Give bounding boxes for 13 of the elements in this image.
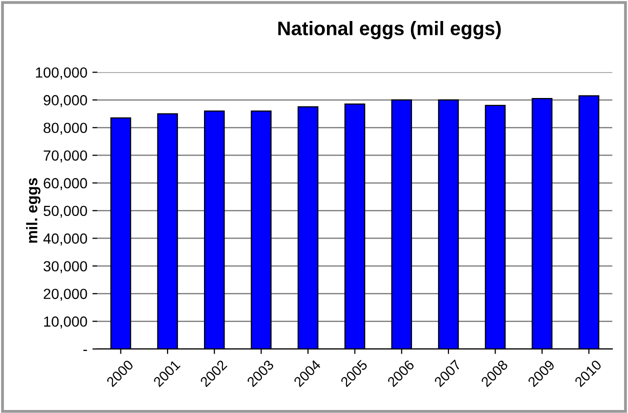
- y-axis-title: mil. eggs: [26, 178, 40, 243]
- y-tick-label: -: [83, 350, 87, 351]
- y-tick-label: 70,000: [44, 150, 88, 162]
- y-tick-label: 90,000: [44, 95, 88, 108]
- y-tick-label: 30,000: [44, 261, 88, 274]
- y-tick-label: 80,000: [44, 122, 88, 135]
- y-tick-label: 60,000: [44, 178, 88, 190]
- y-tick-label: 20,000: [44, 288, 88, 301]
- y-tick-label: 100,000: [36, 67, 88, 80]
- y-tick-label: 40,000: [43, 233, 88, 246]
- y-tick-label: 10,000: [44, 316, 88, 328]
- y-tick-label: 50,000: [44, 206, 88, 218]
- chart-title: National eggs (mil eggs): [278, 21, 501, 40]
